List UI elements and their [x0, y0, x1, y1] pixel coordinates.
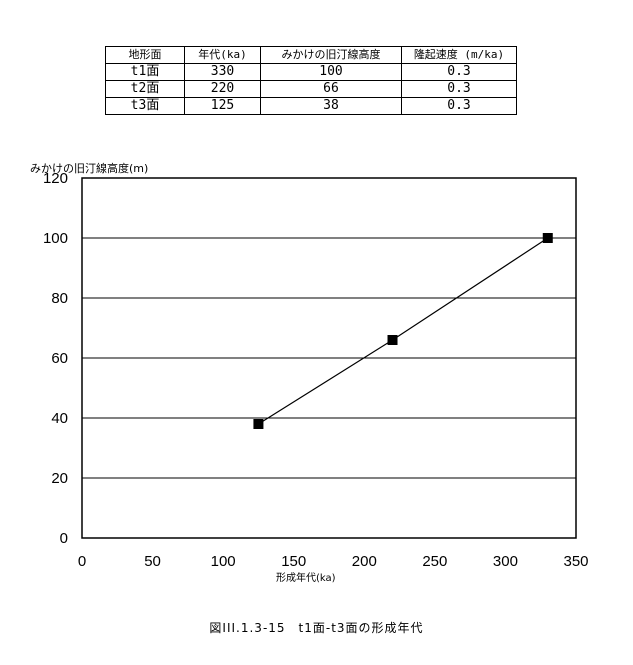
x-tick-label: 300: [493, 553, 518, 570]
plot-frame: [81, 177, 577, 539]
data-table: 地形面 年代(ka) みかけの旧汀線高度 隆起速度 (m/ka) t1面 330…: [105, 46, 517, 115]
y-tick-label: 20: [51, 470, 68, 487]
x-tick-label: 150: [281, 553, 306, 570]
y-tick-label: 0: [60, 530, 68, 547]
data-point: [387, 335, 398, 345]
x-tick-label: 200: [352, 553, 377, 570]
x-tick-label: 350: [563, 553, 588, 570]
table-cell: 0.3: [401, 97, 517, 115]
data-point: [253, 419, 264, 429]
data-point: [542, 233, 553, 243]
x-tick-label: 50: [144, 553, 161, 570]
y-tick-label: 120: [43, 170, 68, 187]
y-tick-label: 40: [51, 410, 68, 427]
x-tick-label: 100: [211, 553, 236, 570]
y-tick-label: 60: [51, 350, 68, 367]
table-cell: 38: [260, 97, 402, 115]
x-axis-title: 形成年代(ka): [276, 573, 336, 584]
table-row: t3面 125 38 0.3: [105, 97, 517, 115]
table-row: t2面 220 66 0.3: [105, 80, 517, 98]
series-line: [258, 237, 549, 425]
y-axis-title: みかけの旧汀線高度(m): [30, 162, 149, 175]
line-chart: 0 20 40 60 80 100 120 0 50 100 150 200 250 300 350: [43, 170, 589, 570]
y-tick-label: 100: [43, 230, 68, 247]
x-tick-label: 0: [78, 553, 86, 570]
figure-caption: 図III.1.3-15 t1面-t3面の形成年代: [209, 621, 424, 635]
y-tick-label: 80: [51, 290, 68, 307]
table-cell: t1面: [105, 63, 185, 81]
x-tick-label: 250: [422, 553, 447, 570]
table-cell: t3面: [105, 97, 185, 115]
